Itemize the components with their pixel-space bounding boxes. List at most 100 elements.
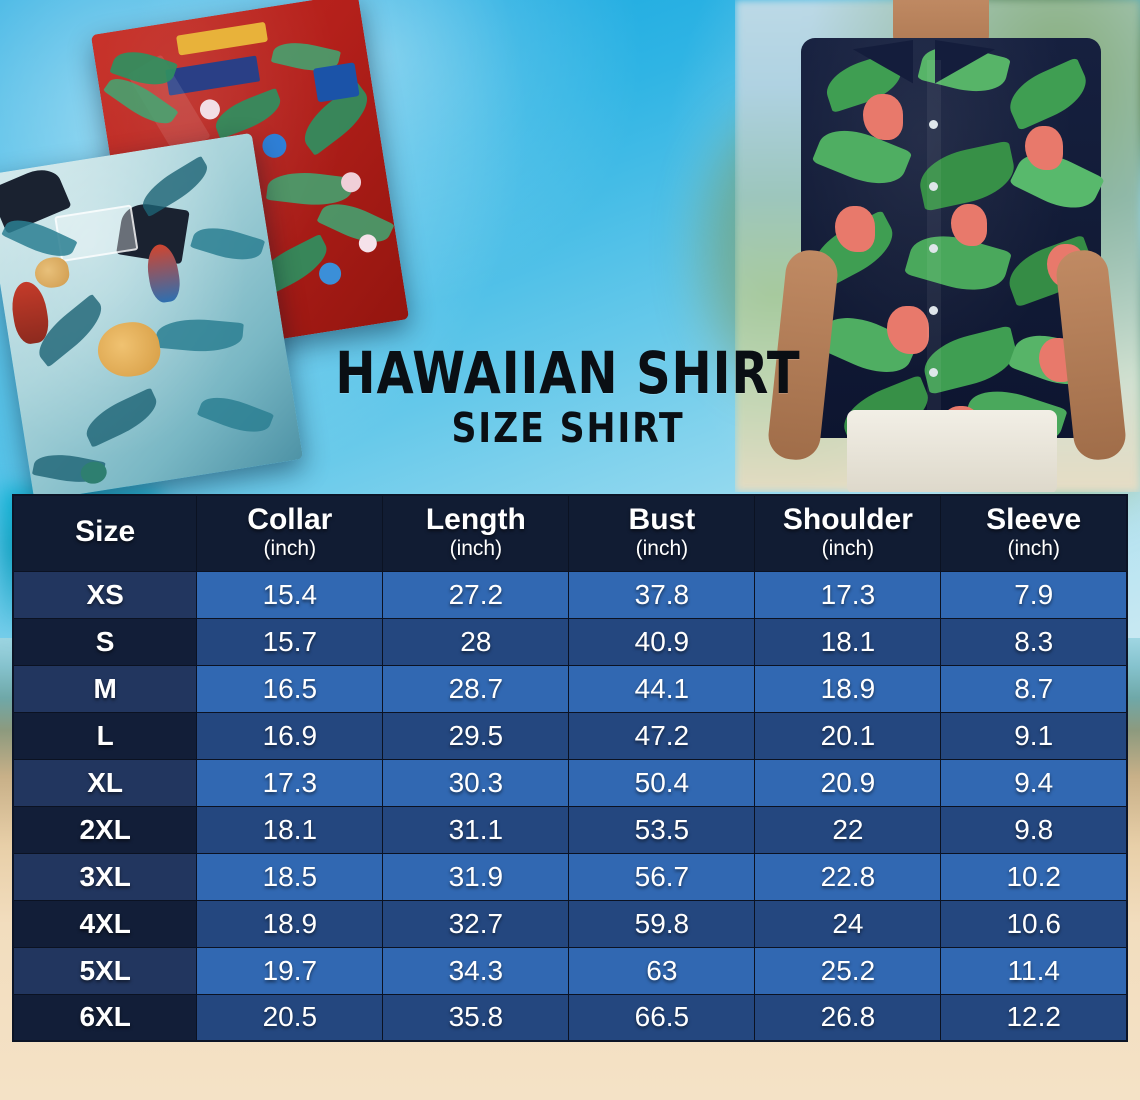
page-subtitle: SIZE SHIRT: [451, 403, 685, 452]
cell-bust: 56.7: [568, 852, 756, 901]
table-row: 5XL 19.7 34.3 63 25.2 11.4: [12, 946, 1128, 995]
table-row: L 16.9 29.5 47.2 20.1 9.1: [12, 711, 1128, 760]
cell-collar: 15.4: [196, 570, 384, 619]
cell-length: 29.5: [382, 711, 570, 760]
cell-collar: 16.9: [196, 711, 384, 760]
cell-bust: 40.9: [568, 617, 756, 666]
table-row: XS 15.4 27.2 37.8 17.3 7.9: [12, 570, 1128, 619]
cell-size: 4XL: [12, 899, 198, 948]
cell-sleeve: 9.1: [940, 711, 1128, 760]
column-header-shoulder: Shoulder (inch): [754, 494, 942, 572]
cell-size: 2XL: [12, 805, 198, 854]
cell-size: S: [12, 617, 198, 666]
cell-shoulder: 17.3: [754, 570, 942, 619]
cell-length: 30.3: [382, 758, 570, 807]
shirt-placket: [927, 60, 941, 420]
shirt-button: [929, 182, 938, 191]
cell-bust: 50.4: [568, 758, 756, 807]
cell-shoulder: 24: [754, 899, 942, 948]
cell-length: 35.8: [382, 993, 570, 1042]
white-shorts: [847, 410, 1057, 492]
cell-sleeve: 10.2: [940, 852, 1128, 901]
header-unit: (inch): [449, 536, 503, 560]
header-unit: (inch): [263, 536, 317, 560]
size-chart-table: Size Collar (inch) Length (inch) Bust (i…: [12, 494, 1128, 1042]
cell-sleeve: 12.2: [940, 993, 1128, 1042]
navy-flamingo-shirt: [801, 38, 1105, 454]
table-row: M 16.5 28.7 44.1 18.9 8.7: [12, 664, 1128, 713]
column-header-length: Length (inch): [382, 494, 570, 572]
cell-sleeve: 11.4: [940, 946, 1128, 995]
cell-shoulder: 18.1: [754, 617, 942, 666]
cell-bust: 44.1: [568, 664, 756, 713]
header-label: Collar: [247, 502, 333, 536]
header-label: Size: [75, 514, 136, 548]
shirt-button: [929, 306, 938, 315]
header-unit: (inch): [635, 536, 689, 560]
model-photo: [735, 0, 1140, 492]
cell-collar: 18.5: [196, 852, 384, 901]
header-label: Bust: [628, 502, 696, 536]
table-row: 4XL 18.9 32.7 59.8 24 10.6: [12, 899, 1128, 948]
cell-bust: 63: [568, 946, 756, 995]
header-label: Length: [425, 502, 526, 536]
cell-sleeve: 9.8: [940, 805, 1128, 854]
blue-hawaiian-shirt-image: [0, 132, 304, 502]
table-row: 2XL 18.1 31.1 53.5 22 9.8: [12, 805, 1128, 854]
cell-size: L: [12, 711, 198, 760]
shirt-button: [929, 244, 938, 253]
cell-shoulder: 22.8: [754, 852, 942, 901]
column-header-collar: Collar (inch): [196, 494, 384, 572]
page-title: HAWAIIAN SHIRT: [335, 339, 801, 407]
cell-shoulder: 22: [754, 805, 942, 854]
cell-sleeve: 7.9: [940, 570, 1128, 619]
header-label: Shoulder: [782, 502, 913, 536]
cell-length: 28.7: [382, 664, 570, 713]
cell-length: 28: [382, 617, 570, 666]
cell-bust: 47.2: [568, 711, 756, 760]
table-row: 6XL 20.5 35.8 66.5 26.8 12.2: [12, 993, 1128, 1042]
cell-bust: 66.5: [568, 993, 756, 1042]
shirt-button: [929, 120, 938, 129]
cell-shoulder: 20.9: [754, 758, 942, 807]
title-block: HAWAIIAN SHIRT SIZE SHIRT: [312, 339, 824, 452]
cell-length: 31.1: [382, 805, 570, 854]
cell-shoulder: 26.8: [754, 993, 942, 1042]
cell-collar: 16.5: [196, 664, 384, 713]
cell-collar: 17.3: [196, 758, 384, 807]
header-label: Sleeve: [986, 502, 1082, 536]
header-unit: (inch): [821, 536, 875, 560]
table-header: Size Collar (inch) Length (inch) Bust (i…: [12, 494, 1128, 572]
cell-sleeve: 8.7: [940, 664, 1128, 713]
cell-bust: 37.8: [568, 570, 756, 619]
cell-sleeve: 8.3: [940, 617, 1128, 666]
cell-shoulder: 18.9: [754, 664, 942, 713]
column-header-size: Size: [12, 494, 198, 572]
cell-collar: 20.5: [196, 993, 384, 1042]
cell-sleeve: 9.4: [940, 758, 1128, 807]
cell-size: 6XL: [12, 993, 198, 1042]
shirt-button: [929, 368, 938, 377]
header-row: Size Collar (inch) Length (inch) Bust (i…: [12, 494, 1128, 572]
table-body: XS 15.4 27.2 37.8 17.3 7.9 S 15.7 28 40.9 18.1 8.3 M…: [12, 570, 1128, 1042]
cell-collar: 18.9: [196, 899, 384, 948]
cell-collar: 15.7: [196, 617, 384, 666]
cell-length: 27.2: [382, 570, 570, 619]
cell-length: 34.3: [382, 946, 570, 995]
cell-shoulder: 25.2: [754, 946, 942, 995]
table-row: S 15.7 28 40.9 18.1 8.3: [12, 617, 1128, 666]
table-row: 3XL 18.5 31.9 56.7 22.8 10.2: [12, 852, 1128, 901]
cell-sleeve: 10.6: [940, 899, 1128, 948]
cell-size: 5XL: [12, 946, 198, 995]
cell-size: XS: [12, 570, 198, 619]
cell-collar: 19.7: [196, 946, 384, 995]
cell-size: 3XL: [12, 852, 198, 901]
cell-size: XL: [12, 758, 198, 807]
size-chart-container: Size Collar (inch) Length (inch) Bust (i…: [12, 494, 1128, 1042]
header-unit: (inch): [1007, 536, 1060, 560]
cell-size: M: [12, 664, 198, 713]
cell-bust: 53.5: [568, 805, 756, 854]
cell-length: 31.9: [382, 852, 570, 901]
cell-length: 32.7: [382, 899, 570, 948]
cell-collar: 18.1: [196, 805, 384, 854]
